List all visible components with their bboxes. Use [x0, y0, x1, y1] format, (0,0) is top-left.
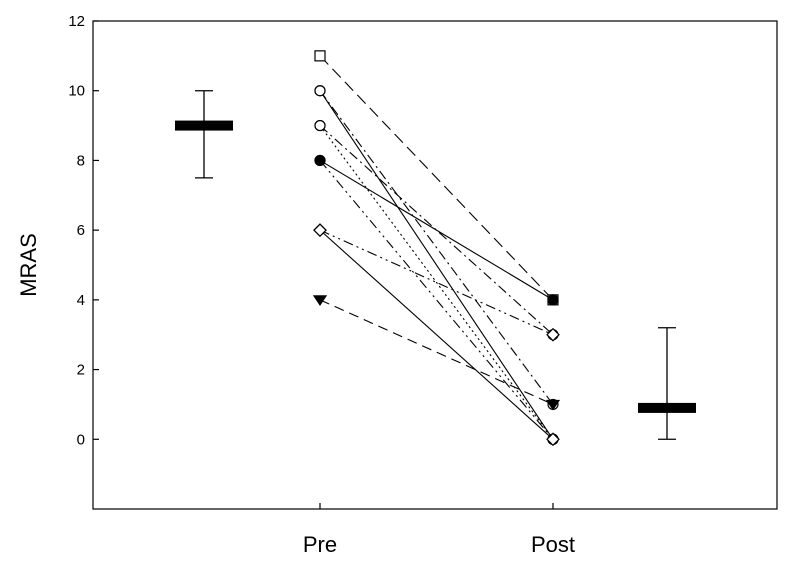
series-line — [319, 125, 554, 336]
y-tick-label: 2 — [77, 362, 85, 379]
series-line — [319, 90, 554, 440]
y-axis-ticks: 0 2 4 6 8 10 12 — [68, 13, 99, 448]
marker-circle — [314, 85, 326, 97]
mean-bar — [175, 120, 233, 131]
x-category-label: Pre — [303, 532, 337, 557]
y-tick-label: 8 — [77, 152, 85, 169]
marker-diamond — [313, 223, 327, 237]
plot-frame — [92, 20, 778, 510]
marker-triangle-down — [312, 295, 328, 306]
marker-diamond — [546, 432, 560, 447]
marker-filled-circle — [314, 154, 326, 167]
series-line — [319, 229, 554, 440]
y-tick-label: 0 — [77, 431, 85, 448]
series-line — [319, 159, 554, 301]
marker-circle — [314, 119, 326, 132]
series-line — [319, 90, 554, 405]
marker-diamond — [546, 327, 560, 342]
series-line — [319, 299, 554, 405]
y-tick-label: 6 — [77, 222, 85, 239]
series-line — [319, 55, 554, 301]
series-line — [319, 125, 554, 440]
x-category-label: Post — [531, 532, 575, 557]
y-tick-label: 4 — [77, 292, 85, 309]
series-line — [319, 160, 554, 440]
y-tick-label: 10 — [68, 83, 85, 100]
summary-bars — [175, 90, 696, 440]
marker-triangle-down — [545, 399, 561, 411]
marker-filled-circle — [547, 294, 559, 306]
series-lines — [319, 55, 554, 440]
series-line — [319, 229, 554, 336]
series-markers — [312, 50, 561, 447]
x-axis-labels: Pre Post — [303, 503, 575, 557]
y-axis-label: MRAS — [16, 233, 41, 297]
y-tick-label: 12 — [68, 13, 85, 30]
marker-square — [314, 50, 326, 62]
mean-bar — [638, 402, 696, 413]
